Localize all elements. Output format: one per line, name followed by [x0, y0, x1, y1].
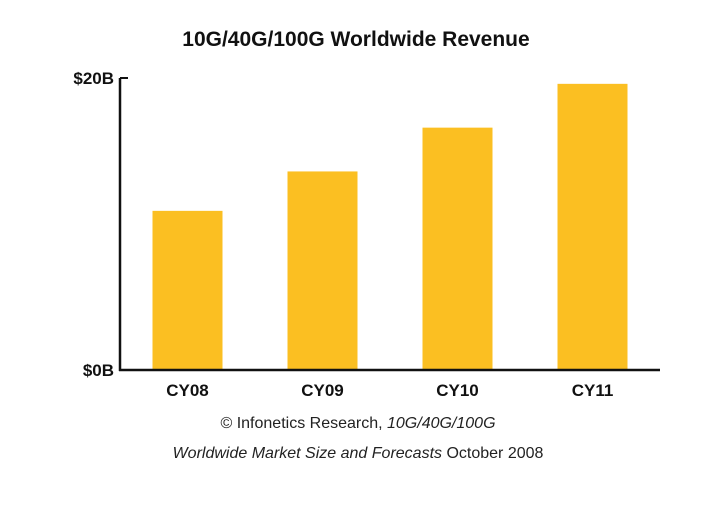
source-line-1: © Infonetics Research, 10G/40G/100G — [220, 415, 495, 432]
source-report-subtitle: Worldwide Market Size and Forecasts — [173, 445, 442, 462]
bars-group — [152, 83, 628, 370]
bar-cy11 — [557, 83, 628, 370]
x-labels-group: CY08 CY09 CY10 CY11 — [166, 381, 613, 400]
x-tick-label-cy08: CY08 — [166, 381, 209, 400]
bar-cy09 — [287, 171, 358, 370]
x-tick-label-cy11: CY11 — [572, 381, 614, 400]
bar-cy08 — [152, 210, 223, 370]
y-tick-label-20: $20B — [73, 69, 114, 88]
x-tick-label-cy10: CY10 — [436, 381, 479, 400]
x-tick-label-cy09: CY09 — [301, 381, 344, 400]
y-tick-label-0: $0B — [83, 361, 114, 380]
source-publisher: © Infonetics Research, — [220, 415, 387, 432]
source-date: October 2008 — [442, 445, 544, 462]
chart-title: 10G/40G/100G Worldwide Revenue — [182, 28, 529, 51]
y-ticks-group: $0B $20B — [73, 69, 128, 380]
bar-cy10 — [422, 127, 493, 370]
source-report-name: 10G/40G/100G — [387, 415, 496, 432]
source-line-2: Worldwide Market Size and Forecasts Octo… — [173, 445, 544, 462]
